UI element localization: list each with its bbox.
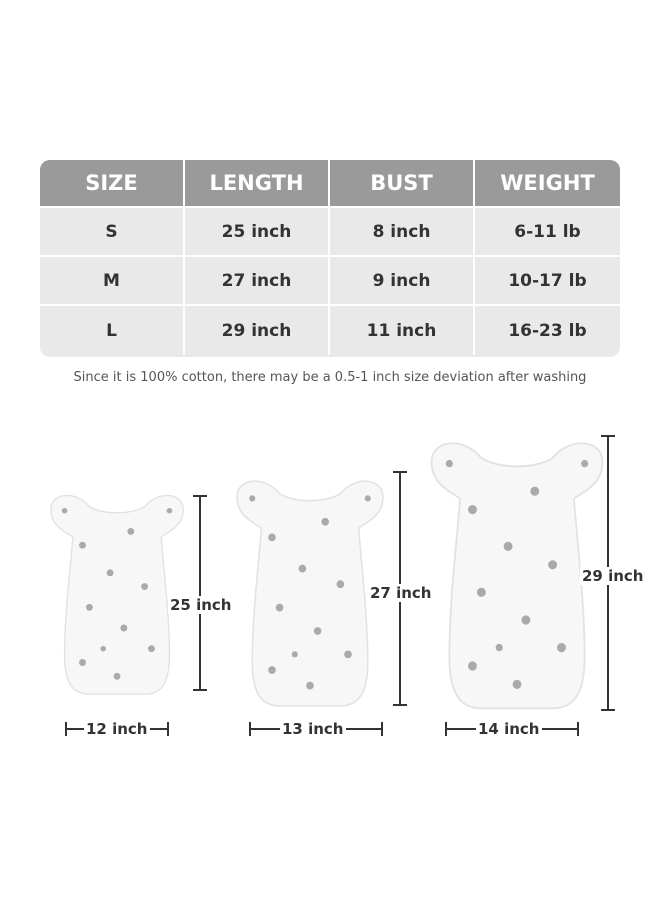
header-bust: BUST [330, 160, 475, 206]
swaddle-large [430, 442, 604, 710]
cell-bust: 11 inch [330, 306, 475, 355]
cell-bust: 8 inch [330, 208, 475, 255]
length-label-small: 25 inch [168, 596, 234, 614]
cell-length: 29 inch [185, 306, 330, 355]
cell-length: 27 inch [185, 257, 330, 304]
size-chart-table: SIZE LENGTH BUST WEIGHT S 25 inch 8 inch… [40, 160, 620, 357]
table-row: M 27 inch 9 inch 10-17 lb [40, 257, 620, 306]
header-size: SIZE [40, 160, 185, 206]
cell-length: 25 inch [185, 208, 330, 255]
cell-size: M [40, 257, 185, 304]
washing-note: Since it is 100% cotton, there may be a … [73, 370, 587, 385]
cell-weight: 6-11 lb [514, 221, 581, 242]
cell-weight: 16-23 lb [508, 320, 587, 341]
swaddle-small [50, 494, 184, 695]
length-label-medium: 27 inch [368, 584, 434, 602]
cell-weight: 10-17 lb [508, 270, 587, 291]
swaddle-medium [236, 480, 384, 707]
width-label-small: 12 inch [84, 720, 150, 738]
header-weight: WEIGHT [500, 171, 595, 195]
table-header: SIZE LENGTH BUST WEIGHT [40, 160, 620, 208]
length-label-large: 29 inch [580, 567, 646, 585]
cell-size: S [40, 208, 185, 255]
header-length: LENGTH [185, 160, 330, 206]
cell-bust: 9 inch [330, 257, 475, 304]
cell-size: L [40, 306, 185, 355]
width-label-medium: 13 inch [280, 720, 346, 738]
table-row: S 25 inch 8 inch 6-11 lb [40, 208, 620, 257]
width-label-large: 14 inch [476, 720, 542, 738]
table-row: L 29 inch 11 inch 16-23 lb [40, 306, 620, 355]
